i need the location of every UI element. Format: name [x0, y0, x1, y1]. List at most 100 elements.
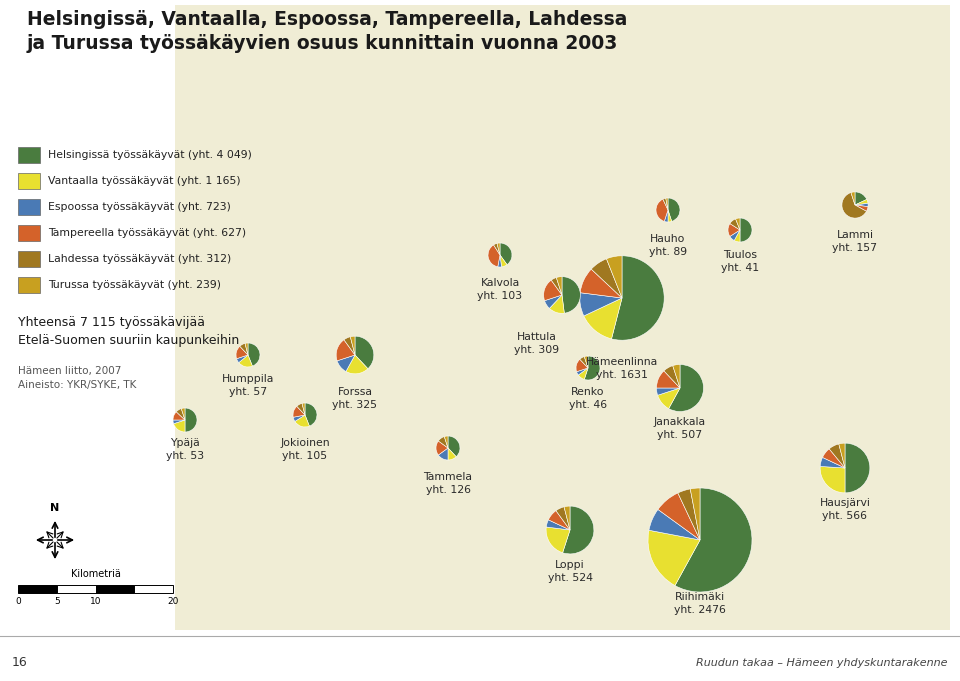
Wedge shape [346, 355, 368, 374]
Wedge shape [350, 336, 355, 355]
Wedge shape [236, 346, 248, 359]
Text: Vantaalla työssäkäyvät (yht. 1 165): Vantaalla työssäkäyvät (yht. 1 165) [48, 176, 241, 186]
Wedge shape [839, 443, 845, 468]
FancyBboxPatch shape [18, 173, 40, 189]
Wedge shape [546, 527, 570, 553]
Wedge shape [293, 415, 305, 422]
Wedge shape [665, 198, 668, 210]
Wedge shape [607, 256, 622, 298]
Wedge shape [493, 243, 500, 255]
Wedge shape [658, 388, 680, 409]
Wedge shape [344, 336, 355, 355]
Wedge shape [557, 276, 562, 295]
Text: Helsingissä työssäkäyvät (yht. 4 049): Helsingissä työssäkäyvät (yht. 4 049) [48, 150, 252, 160]
Wedge shape [855, 192, 867, 205]
Wedge shape [578, 368, 588, 379]
Wedge shape [546, 520, 570, 530]
Wedge shape [820, 458, 845, 468]
Text: Hämeenlinna
yht. 1631: Hämeenlinna yht. 1631 [586, 357, 659, 380]
Wedge shape [675, 488, 752, 592]
Text: Helsingissä, Vantaalla, Espoossa, Tampereella, Lahdessa
ja Turussa työssäkäyvien: Helsingissä, Vantaalla, Espoossa, Tamper… [27, 10, 627, 54]
Wedge shape [673, 364, 680, 388]
Text: 0: 0 [15, 597, 21, 606]
Wedge shape [448, 448, 456, 460]
Wedge shape [549, 295, 564, 313]
Wedge shape [439, 448, 448, 460]
FancyBboxPatch shape [18, 251, 40, 267]
Wedge shape [580, 293, 622, 316]
Wedge shape [500, 255, 507, 267]
Text: Tammela
yht. 126: Tammela yht. 126 [423, 472, 472, 495]
Text: Renko
yht. 46: Renko yht. 46 [569, 387, 607, 410]
Text: N: N [50, 503, 60, 513]
Wedge shape [444, 436, 448, 448]
Text: Ruudun takaa – Hämeen yhdyskuntarakenne: Ruudun takaa – Hämeen yhdyskuntarakenne [697, 658, 948, 667]
Wedge shape [500, 243, 512, 265]
Text: Lahdessa työssäkäyvät (yht. 312): Lahdessa työssäkäyvät (yht. 312) [48, 254, 231, 264]
Wedge shape [240, 343, 248, 355]
Wedge shape [658, 493, 700, 540]
Wedge shape [245, 343, 248, 355]
Text: Kilometriä: Kilometriä [71, 569, 120, 579]
Wedge shape [855, 200, 868, 205]
Wedge shape [295, 415, 309, 427]
Wedge shape [585, 356, 600, 380]
Bar [57, 585, 95, 593]
Wedge shape [669, 364, 704, 411]
Wedge shape [548, 511, 570, 530]
FancyBboxPatch shape [18, 277, 40, 293]
Wedge shape [497, 255, 501, 267]
Text: Forssa
yht. 325: Forssa yht. 325 [332, 387, 377, 410]
Bar [134, 585, 173, 593]
Wedge shape [855, 205, 868, 211]
Text: Janakkala
yht. 507: Janakkala yht. 507 [654, 417, 706, 440]
Wedge shape [657, 388, 680, 395]
Text: Turussa työssäkäyvät (yht. 239): Turussa työssäkäyvät (yht. 239) [48, 280, 221, 290]
Wedge shape [580, 357, 588, 368]
Text: Lammi
yht. 157: Lammi yht. 157 [832, 230, 877, 253]
Wedge shape [236, 355, 248, 363]
Wedge shape [842, 193, 867, 218]
Wedge shape [355, 336, 373, 368]
Wedge shape [248, 343, 260, 366]
Wedge shape [690, 488, 700, 540]
Text: Hämeen liitto, 2007
Aineisto: YKR/SYKE, TK: Hämeen liitto, 2007 Aineisto: YKR/SYKE, … [18, 366, 136, 390]
FancyBboxPatch shape [18, 199, 40, 215]
Wedge shape [591, 259, 622, 298]
Wedge shape [174, 420, 185, 432]
Wedge shape [584, 298, 622, 339]
Wedge shape [293, 407, 305, 417]
Wedge shape [656, 199, 668, 221]
Text: Jokioinen
yht. 105: Jokioinen yht. 105 [280, 438, 330, 461]
Wedge shape [562, 276, 581, 313]
FancyBboxPatch shape [18, 147, 40, 163]
Wedge shape [740, 218, 752, 242]
Wedge shape [649, 509, 700, 540]
Wedge shape [564, 506, 570, 530]
Wedge shape [439, 437, 448, 448]
Text: Riihimäki
yht. 2476: Riihimäki yht. 2476 [674, 592, 726, 615]
Text: Yhteensä 7 115 työssäkävijää
Etelä-Suomen suuriin kaupunkeihin: Yhteensä 7 115 työssäkävijää Etelä-Suome… [18, 316, 239, 347]
Wedge shape [657, 371, 680, 388]
Wedge shape [668, 198, 680, 221]
Text: 10: 10 [89, 597, 101, 606]
Wedge shape [544, 295, 562, 308]
Wedge shape [488, 245, 500, 267]
FancyBboxPatch shape [18, 225, 40, 241]
Wedge shape [664, 210, 668, 222]
Bar [175, 5, 950, 630]
Wedge shape [177, 409, 185, 420]
Text: Tuulos
yht. 41: Tuulos yht. 41 [721, 250, 759, 273]
Wedge shape [556, 507, 570, 530]
Wedge shape [735, 218, 740, 230]
Wedge shape [551, 278, 562, 295]
Wedge shape [185, 408, 197, 432]
Wedge shape [436, 441, 448, 455]
Wedge shape [730, 230, 740, 240]
Text: Humppila
yht. 57: Humppila yht. 57 [222, 374, 275, 397]
Wedge shape [678, 489, 700, 540]
Wedge shape [851, 192, 855, 205]
Bar [95, 585, 134, 593]
Wedge shape [845, 443, 870, 493]
Wedge shape [448, 436, 460, 457]
